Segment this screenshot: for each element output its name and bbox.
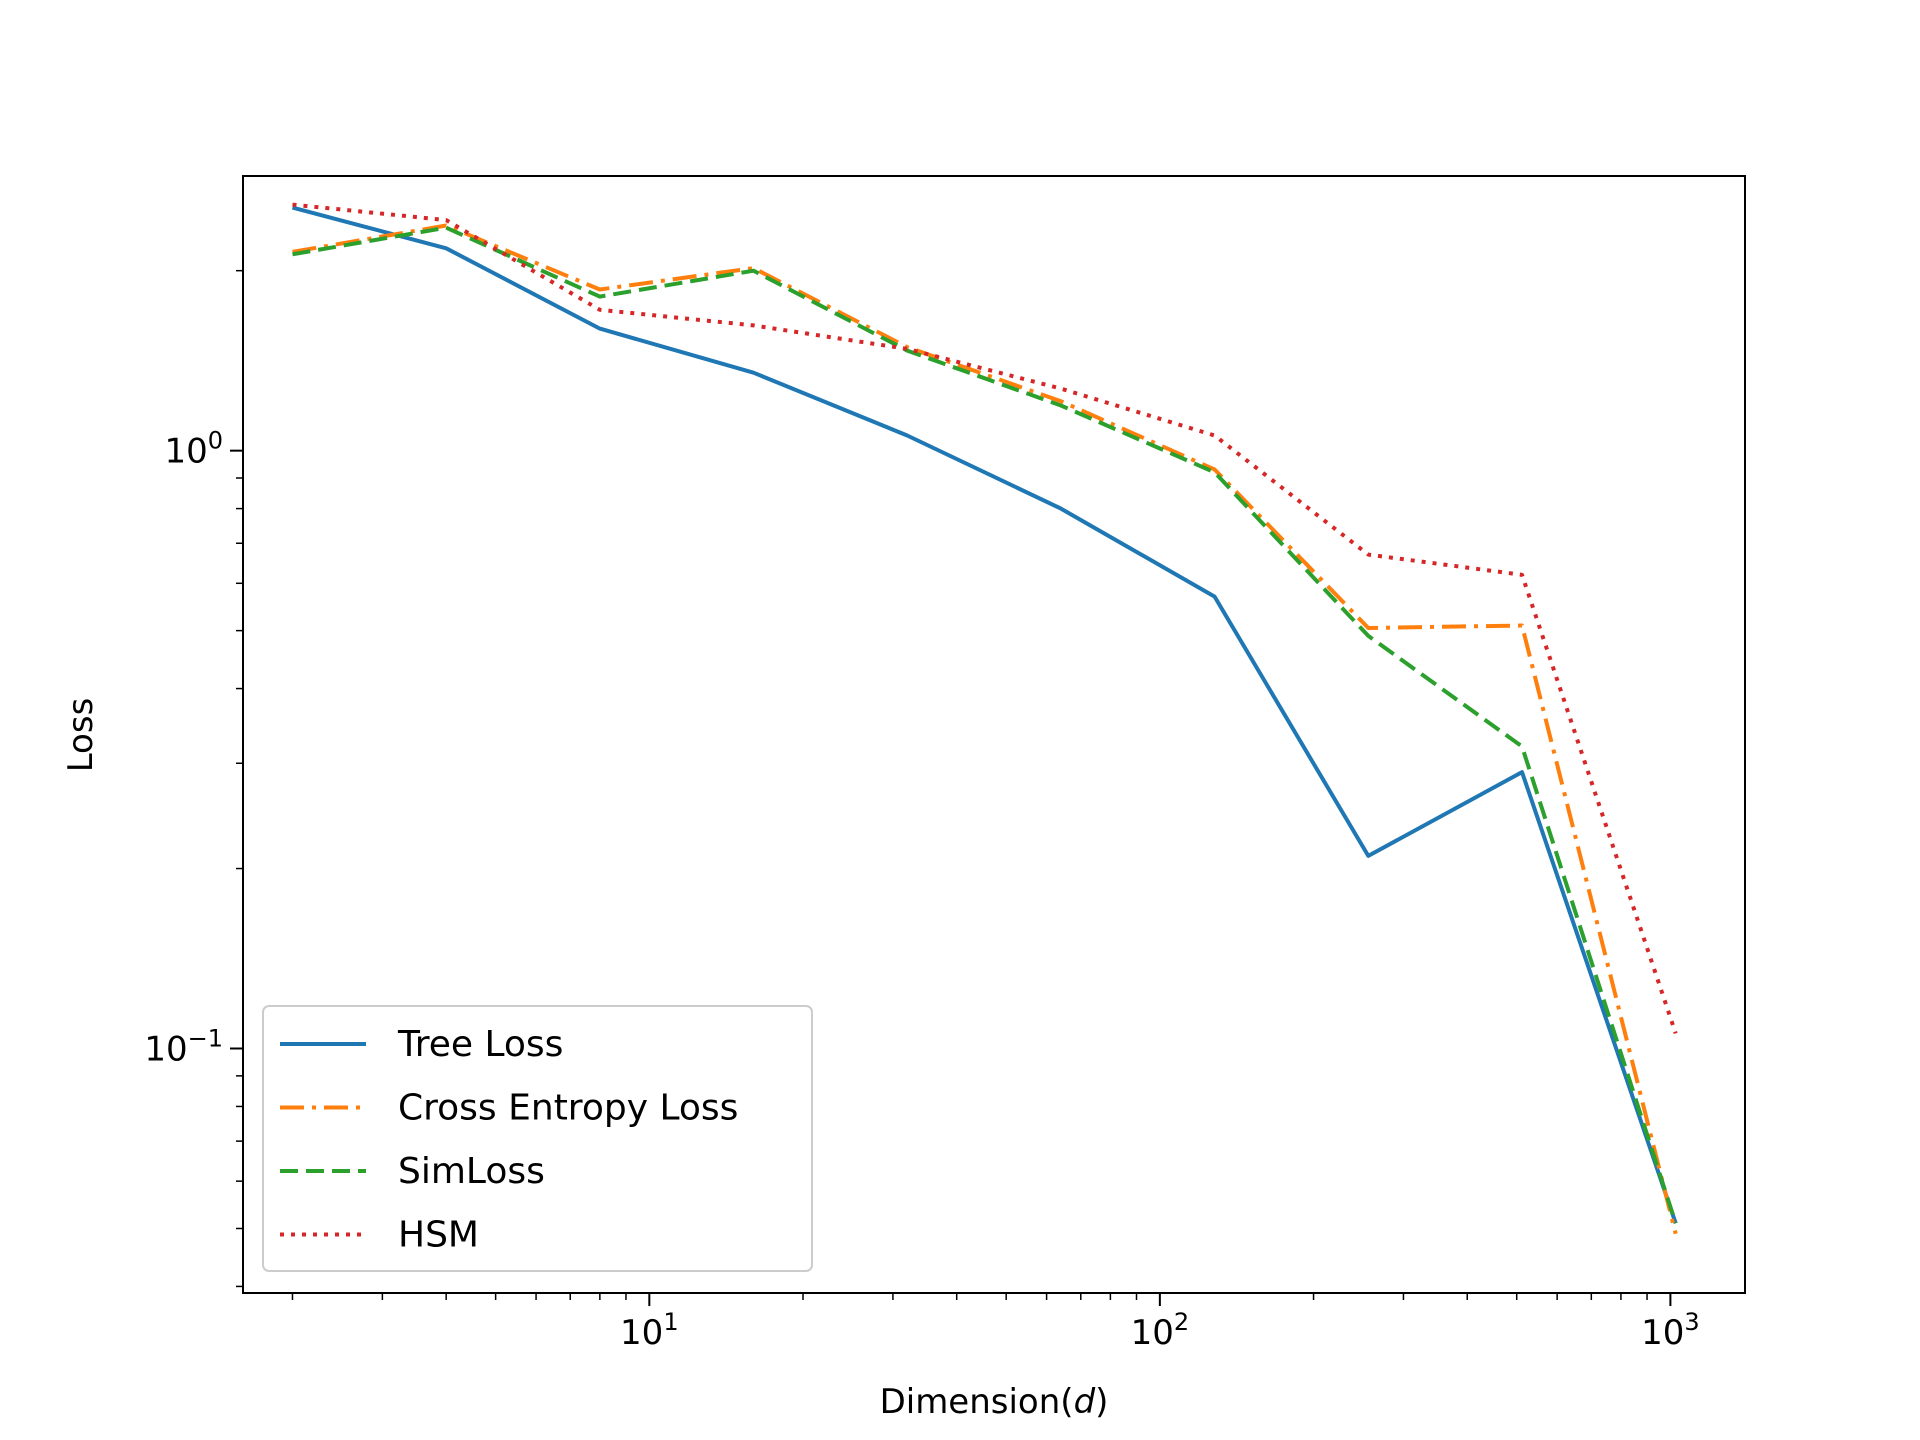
legend-label: Cross Entropy Loss — [398, 1088, 738, 1129]
x-tick-label: 103 — [1641, 1308, 1700, 1353]
plot-frame — [242, 175, 1746, 1294]
series-layer — [291, 202, 1678, 1235]
legend-entries: Tree Loss Cross Entropy Loss SimLoss HSM — [280, 1024, 738, 1256]
y-axis-ticks: 100 10−1 — [144, 269, 243, 1288]
series-line-hsm — [292, 202, 1678, 1035]
series-line-simloss — [292, 225, 1678, 1224]
series-line-cross-entropy-loss — [292, 223, 1678, 1235]
legend-frame — [262, 1005, 813, 1272]
legend: Tree Loss Cross Entropy Loss SimLoss HSM — [262, 1005, 813, 1272]
y-tick-label: 10−1 — [144, 1025, 223, 1070]
x-axis-ticks: 101 102 103 — [291, 1293, 1700, 1353]
x-tick-label: 102 — [1131, 1308, 1190, 1353]
legend-label: Tree Loss — [397, 1024, 563, 1065]
y-tick-label: 100 — [164, 427, 223, 472]
series-line-tree-loss — [291, 205, 1678, 1224]
legend-label: HSM — [398, 1215, 479, 1256]
x-axis-label: Dimension(d) — [880, 1382, 1109, 1422]
legend-label: SimLoss — [398, 1151, 545, 1192]
x-tick-label: 101 — [620, 1308, 679, 1353]
y-axis-label: Loss — [61, 698, 101, 773]
